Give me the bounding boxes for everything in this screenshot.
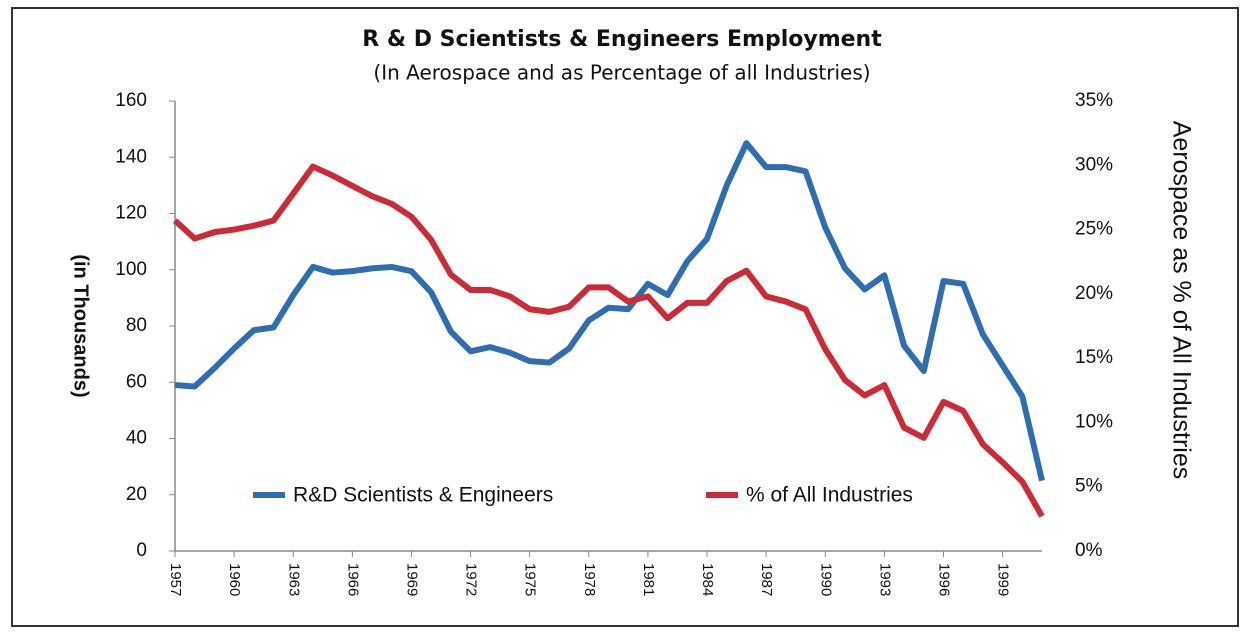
chart-subtitle: (In Aerospace and as Percentage of all I… [373,61,870,85]
x-tick-label: 1978 [581,563,598,596]
y2-tick-label: 30% [1075,154,1113,175]
x-tick-label: 1987 [758,563,775,596]
chart-title: R & D Scientists & Engineers Employment [362,27,882,52]
x-tick-label: 1999 [995,563,1012,596]
y-tick-label: 160 [115,90,147,111]
y-tick-label: 80 [126,315,147,336]
x-tick-label: 1969 [403,563,420,596]
y-axis-label: (in Thousands) [70,254,92,397]
y2-tick-label: 20% [1075,283,1113,304]
legend-label: % of All Industries [746,484,913,507]
x-tick-label: 1960 [226,563,243,596]
y2-tick-label: 0% [1075,540,1103,561]
x-tick-label: 1996 [936,563,953,596]
x-tick-label: 1963 [285,563,302,596]
y2-tick-label: 10% [1075,411,1113,432]
y2-tick-label: 25% [1075,219,1113,240]
series-line [174,140,1045,482]
y-tick-label: 100 [115,259,147,280]
y-tick-label: 0 [136,540,147,561]
y-tick-label: 20 [126,484,147,505]
chart-frame [11,7,1239,627]
y-tick-label: 140 [115,146,147,167]
legend-label: R&D Scientists & Engineers [293,484,553,507]
x-tick-label: 1975 [522,563,539,596]
y-tick-label: 40 [126,428,147,449]
series-line [172,163,1045,518]
x-tick-label: 1984 [699,563,716,596]
y-tick-label: 120 [115,203,147,224]
x-tick-label: 1981 [640,563,657,596]
y-tick-label: 60 [126,371,147,392]
x-tick-label: 1993 [876,563,893,596]
y2-tick-label: 5% [1075,476,1103,497]
x-tick-label: 1990 [817,563,834,596]
x-tick-label: 1957 [167,563,184,596]
x-tick-label: 1966 [344,563,361,596]
x-tick-label: 1972 [463,563,480,596]
y2-tick-label: 15% [1075,347,1113,368]
y2-axis-label: Aerospace as % of All Industries [1167,121,1195,480]
y2-tick-label: 35% [1075,90,1113,111]
